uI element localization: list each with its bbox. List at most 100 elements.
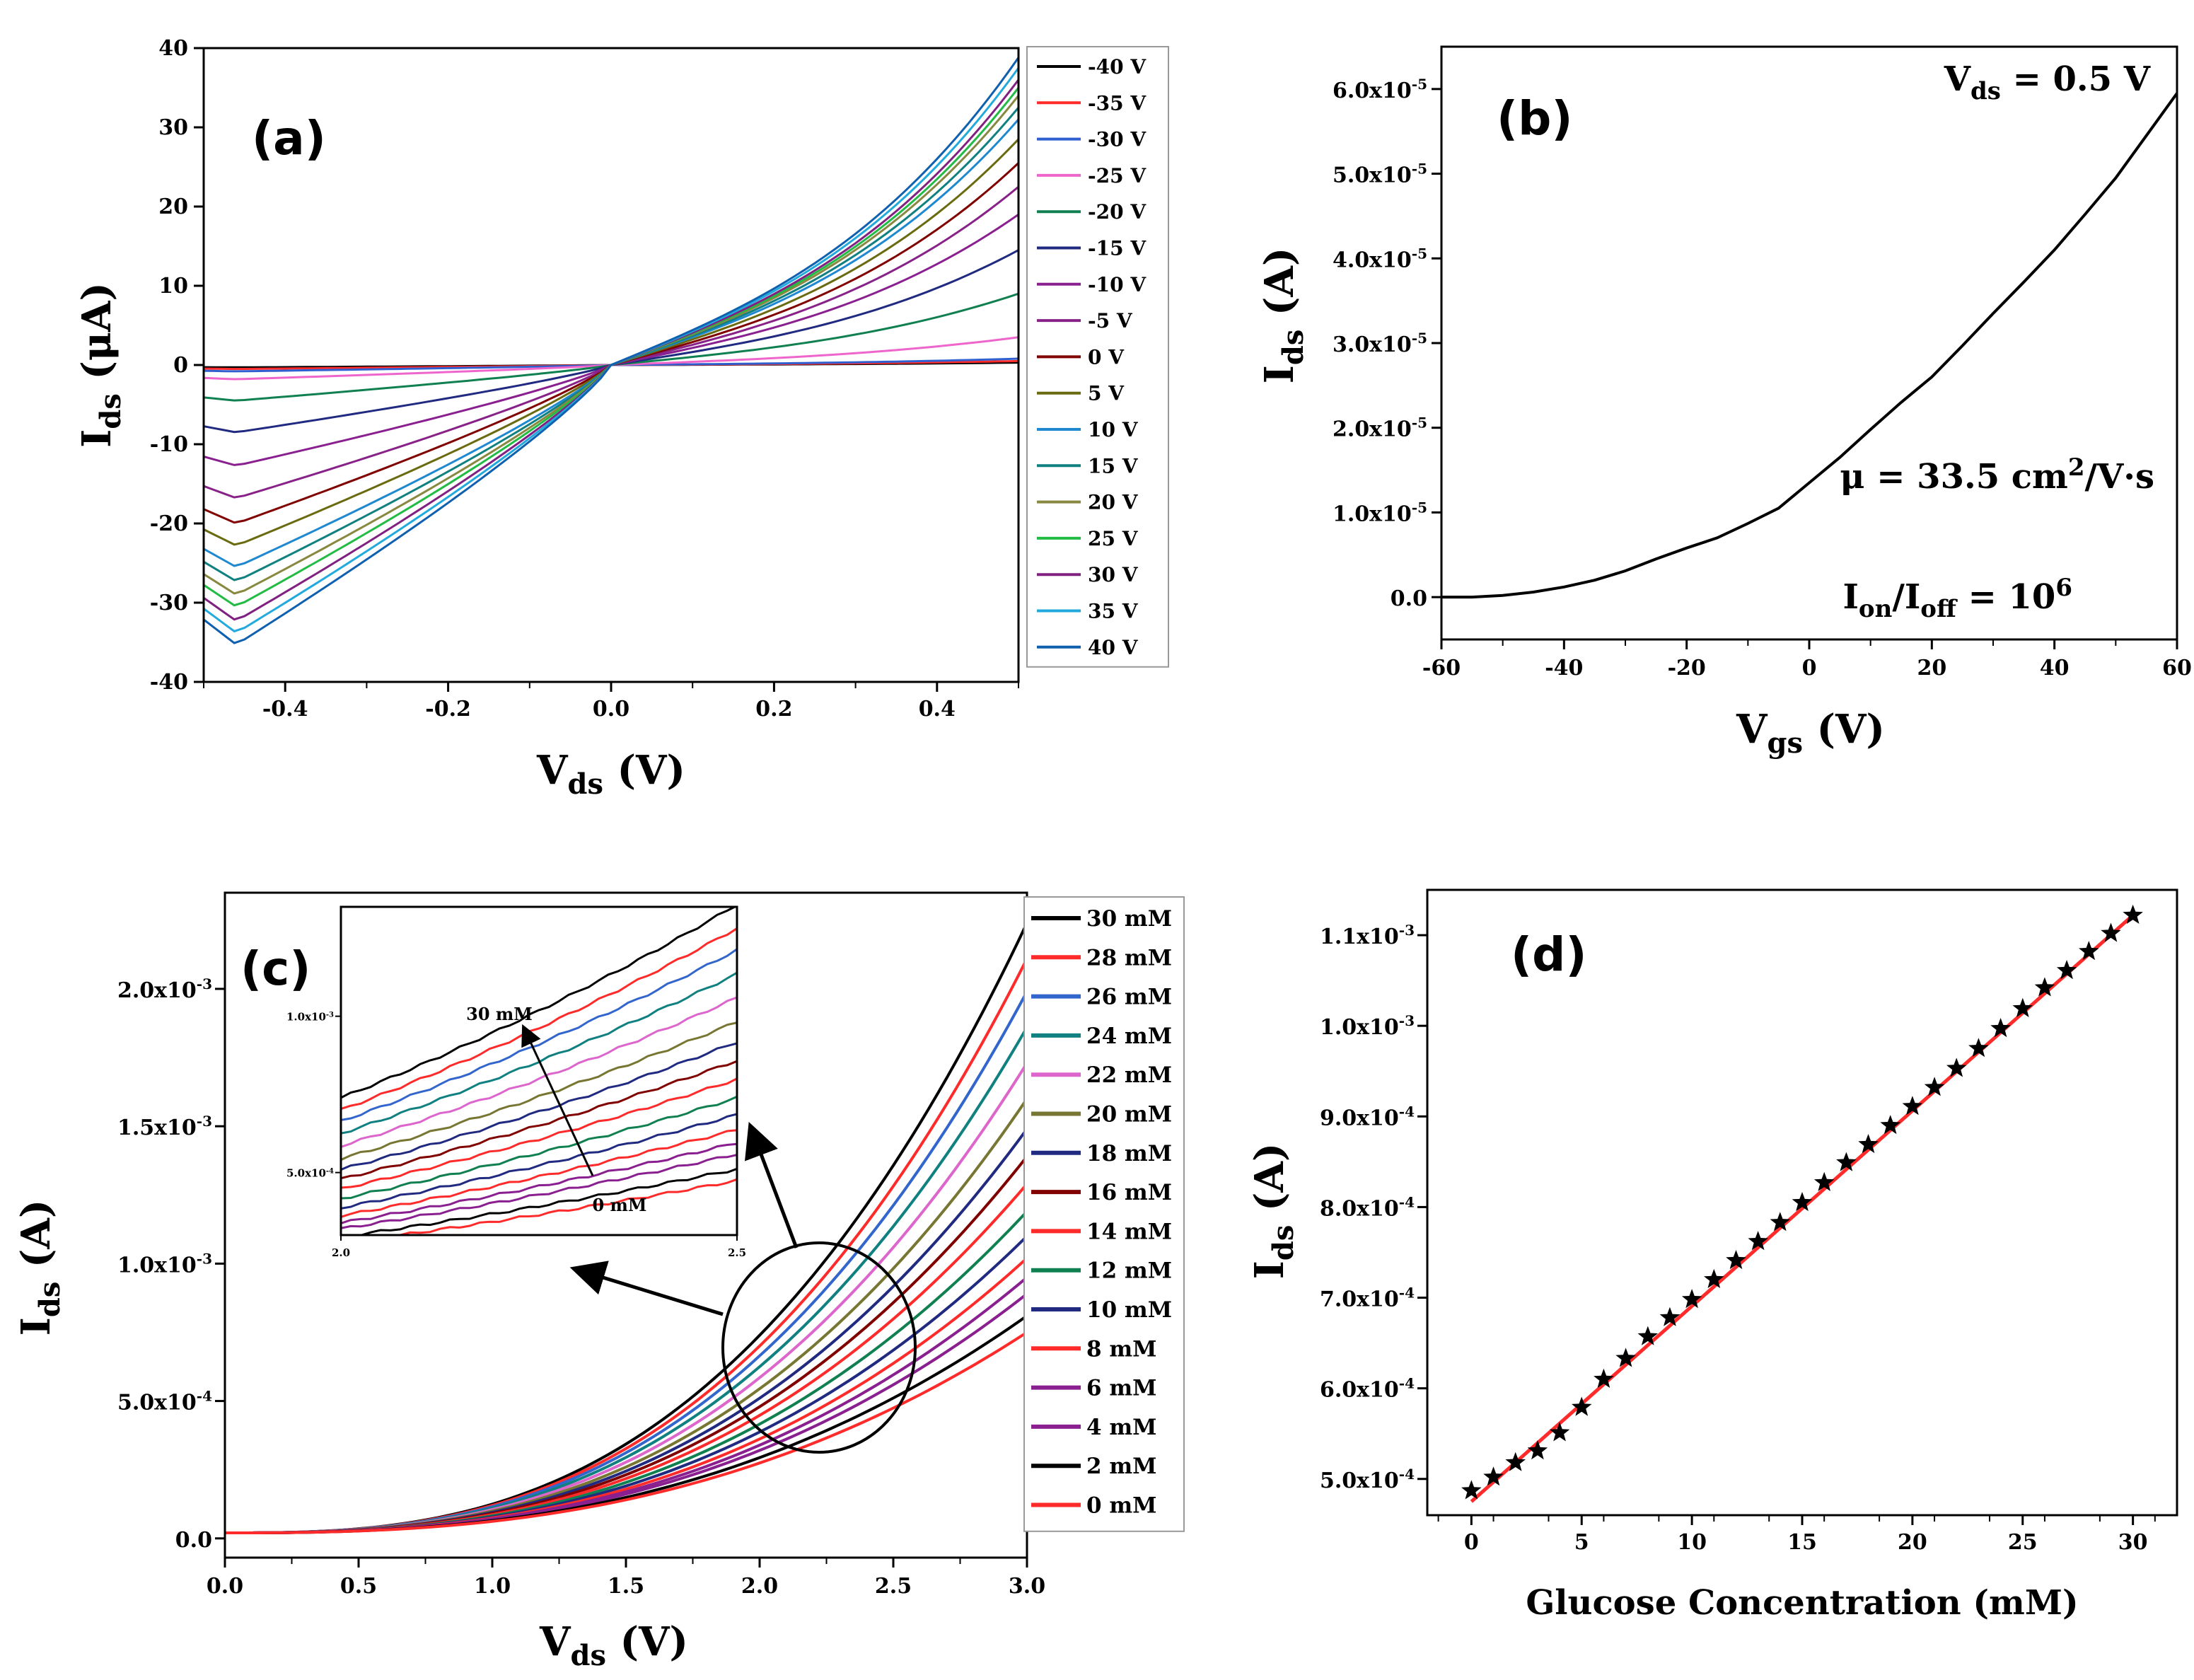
data-point [1880, 1115, 1900, 1135]
y-tick-label: 20 [158, 195, 188, 219]
y-tick-label: 0 [173, 353, 188, 378]
inset-x-tick-label: 2.0 [332, 1246, 350, 1259]
legend-label: 20 V [1088, 491, 1139, 514]
legend-label: 40 V [1088, 636, 1139, 659]
inset-series-line [341, 996, 737, 1148]
legend-c: 30 mM 28 mM 26 mM 24 mM 22 mM 20 mM 18 mM 16 mM… [1023, 896, 1185, 1532]
series-line [204, 249, 1018, 434]
y-tick-label: 2.0x10-5 [1333, 415, 1427, 442]
panel-label: (b) [1497, 91, 1573, 146]
data-point [1748, 1231, 1768, 1251]
legend-label: 2 mM [1086, 1454, 1156, 1479]
inset-series-line [341, 1077, 737, 1189]
zoom-arrow-left [569, 1261, 724, 1316]
y-tick-label: 0.0 [1391, 586, 1427, 611]
y-tick-label: 2.0x10-3 [117, 975, 212, 1003]
series-line [225, 1331, 1028, 1534]
panel-label: (c) [240, 942, 310, 996]
series-line [204, 292, 1018, 402]
y-tick-label: -20 [150, 511, 188, 536]
x-tick-label: 0.2 [755, 697, 792, 722]
fit-line [1470, 914, 2135, 1503]
annotation-on-off: Ion/Ioff = 106 [1842, 574, 2072, 623]
annotation-vds: Vds = 0.5 V [1944, 59, 2151, 105]
y-axis-label: Ids (A) [1256, 248, 1310, 384]
legend-label: 14 mM [1086, 1219, 1172, 1244]
inset-series-line [341, 1154, 737, 1229]
data-point [1792, 1192, 1813, 1212]
inset-series-line [395, 1178, 737, 1235]
x-tick-label: 20 [1917, 656, 1946, 680]
data-point [1637, 1326, 1658, 1345]
inset-arrow [521, 1024, 594, 1176]
panel-c: 0.0 0.5 1.0 1.5 2.0 2.5 3.0 0.0 5.0x10-4 1.0x10-3… [13, 891, 1185, 1672]
y-tick-label: 30 [158, 115, 188, 140]
legend-label: 0 V [1088, 345, 1125, 369]
inset-y-tick-label: 1.0x10-3 [286, 1011, 334, 1024]
x-axis-label: Vds (V) [539, 1618, 688, 1672]
inset-series-line [341, 1042, 737, 1171]
x-tick-label: 1.5 [608, 1574, 644, 1599]
zoom-arrow-up [744, 1121, 799, 1249]
legend-label: 18 mM [1086, 1141, 1172, 1166]
y-tick-label: 1.0x10-3 [1320, 1012, 1415, 1040]
legend-label: 0 mM [1086, 1493, 1156, 1519]
data-point [1594, 1368, 1614, 1388]
y-tick-label: 5.0x10-5 [1333, 161, 1427, 188]
y-tick-label: 40 [158, 36, 188, 61]
x-tick-label: 0 [1802, 656, 1817, 680]
legend-a: -40 V -35 V -30 V -25 V -20 V -15 V -10 V -5 V 0… [1026, 46, 1169, 668]
data-point [1902, 1096, 1923, 1116]
data-point [1527, 1440, 1548, 1460]
series-line [204, 336, 1018, 381]
data-point [2012, 997, 2033, 1017]
inset-label-top: 30 mM [466, 1004, 533, 1024]
inset-series-line [341, 1167, 737, 1235]
x-tick-label: 0.4 [919, 697, 956, 722]
annotation-mobility: μ = 33.5 cm2/V·s [1840, 453, 2154, 497]
x-tick-label: 0.0 [207, 1574, 243, 1599]
data-point [1990, 1018, 2011, 1038]
data-point [1681, 1289, 1702, 1309]
x-axis-label: Vgs (V) [1736, 706, 1885, 760]
y-tick-label: -10 [150, 432, 188, 457]
x-tick-label: 2.0 [741, 1574, 778, 1599]
data-point [1813, 1171, 1835, 1191]
data-point [1770, 1212, 1791, 1232]
y-tick-label: -30 [150, 591, 188, 615]
inset-frame [339, 905, 738, 1236]
x-tick-label: -40 [1545, 656, 1583, 680]
transfer-curve [1441, 92, 2178, 599]
data-point [2123, 904, 2143, 924]
y-tick-label: 3.0x10-5 [1333, 330, 1427, 357]
legend-label: 16 mM [1086, 1180, 1172, 1205]
y-tick-label: -40 [150, 670, 188, 695]
y-tick-label: 10 [158, 274, 188, 299]
x-axis-label: Vds (V) [536, 747, 685, 801]
panel-label: (d) [1511, 927, 1587, 982]
data-point [2056, 960, 2077, 980]
legend-label: 26 mM [1086, 985, 1172, 1010]
y-tick-label: 7.0x10-4 [1320, 1285, 1415, 1312]
x-tick-label: 0 [1464, 1530, 1479, 1555]
x-tick-label: 20 [1898, 1530, 1927, 1555]
y-tick-label: 8.0x10-4 [1320, 1193, 1415, 1221]
data-point [1615, 1348, 1636, 1367]
series-line [204, 57, 1018, 644]
data-point [1968, 1038, 1989, 1058]
legend-label: 10 mM [1086, 1297, 1172, 1323]
data-point [1483, 1466, 1504, 1486]
data-point [1946, 1058, 1967, 1077]
panel-a: -40 V -35 V -30 V -25 V -20 V -15 V -10 V -5 V 0… [74, 36, 1169, 801]
x-tick-label: 60 [2162, 656, 2192, 680]
y-tick-label: 1.1x10-3 [1320, 922, 1415, 949]
x-tick-label: 1.0 [474, 1574, 511, 1599]
data-point [1505, 1452, 1526, 1471]
inset-series-line [341, 1142, 737, 1224]
series-line [204, 118, 1018, 567]
data-point [1836, 1152, 1857, 1171]
y-tick-label: 1.5x10-3 [117, 1113, 212, 1140]
data-point [1704, 1268, 1724, 1288]
inset-series-line [341, 1129, 737, 1218]
